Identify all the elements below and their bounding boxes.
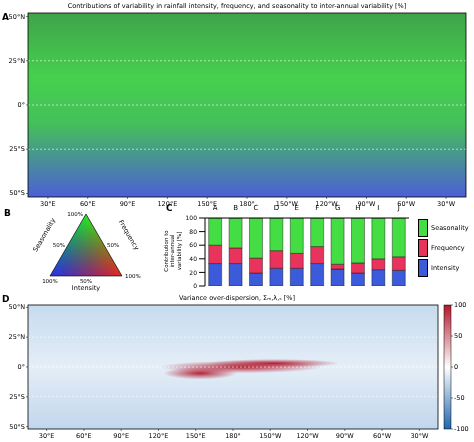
- svg-text:90°E: 90°E: [120, 200, 136, 208]
- svg-text:50°S: 50°S: [9, 423, 25, 431]
- svg-text:150°W: 150°W: [259, 432, 282, 440]
- svg-text:100%: 100%: [67, 211, 83, 217]
- svg-text:60°E: 60°E: [80, 200, 96, 208]
- svg-text:25°S: 25°S: [9, 145, 25, 153]
- svg-text:100: 100: [454, 301, 466, 309]
- svg-text:180°: 180°: [225, 432, 241, 440]
- svg-text:B: B: [233, 204, 238, 212]
- svg-text:60°E: 60°E: [76, 432, 92, 440]
- svg-text:40: 40: [189, 255, 197, 262]
- svg-text:Variance over-dispersion, Σₘ,λ: Variance over-dispersion, Σₘ,λ,ₛ [%]: [179, 294, 295, 302]
- svg-text:60: 60: [189, 241, 197, 248]
- svg-text:J: J: [397, 204, 400, 212]
- svg-text:0°: 0°: [18, 101, 25, 109]
- svg-text:120°E: 120°E: [149, 432, 169, 440]
- svg-text:60°W: 60°W: [373, 432, 392, 440]
- svg-text:D: D: [274, 204, 279, 212]
- svg-text:C: C: [254, 204, 259, 212]
- svg-text:0: 0: [193, 282, 197, 288]
- svg-text:120°W: 120°W: [296, 432, 319, 440]
- svg-text:H: H: [355, 204, 360, 212]
- svg-text:50%: 50%: [53, 242, 65, 248]
- svg-text:F: F: [315, 204, 319, 212]
- svg-text:25°N: 25°N: [9, 333, 26, 341]
- svg-text:Intensity: Intensity: [72, 284, 100, 292]
- svg-text:Contribution tointer-annualvar: Contribution tointer-annualvariability […: [163, 230, 183, 272]
- svg-text:150°E: 150°E: [186, 432, 206, 440]
- svg-text:A: A: [213, 204, 218, 212]
- svg-text:Contributions of variability i: Contributions of variability in rainfall…: [68, 2, 407, 10]
- svg-text:60°W: 60°W: [397, 200, 416, 208]
- svg-text:180°: 180°: [239, 200, 255, 208]
- svg-text:30°W: 30°W: [437, 200, 456, 208]
- svg-text:G: G: [335, 204, 340, 212]
- svg-text:0°: 0°: [18, 363, 25, 371]
- svg-text:B: B: [4, 208, 11, 218]
- svg-text:80: 80: [189, 228, 197, 235]
- svg-text:100%: 100%: [42, 278, 58, 284]
- svg-text:100%: 100%: [125, 273, 141, 279]
- svg-text:30°W: 30°W: [410, 432, 429, 440]
- svg-text:50°N: 50°N: [9, 13, 26, 21]
- svg-text:20: 20: [189, 269, 197, 276]
- svg-text:-100: -100: [454, 425, 469, 433]
- svg-text:90°E: 90°E: [113, 432, 129, 440]
- svg-text:30°E: 30°E: [40, 200, 56, 208]
- svg-text:50°S: 50°S: [9, 189, 25, 197]
- svg-text:50°N: 50°N: [9, 303, 26, 311]
- svg-text:90°W: 90°W: [336, 432, 355, 440]
- svg-text:25°S: 25°S: [9, 393, 25, 401]
- svg-text:Seasonality: Seasonality: [31, 217, 57, 254]
- svg-text:-50: -50: [454, 394, 465, 402]
- svg-text:100: 100: [186, 214, 198, 221]
- svg-text:30°E: 30°E: [39, 432, 55, 440]
- svg-text:25°N: 25°N: [9, 57, 26, 65]
- svg-text:50%: 50%: [107, 242, 119, 248]
- svg-text:0: 0: [454, 363, 458, 371]
- svg-text:Frequency: Frequency: [117, 218, 141, 251]
- svg-text:E: E: [295, 204, 299, 212]
- svg-text:50: 50: [454, 332, 462, 340]
- svg-text:I: I: [377, 204, 379, 212]
